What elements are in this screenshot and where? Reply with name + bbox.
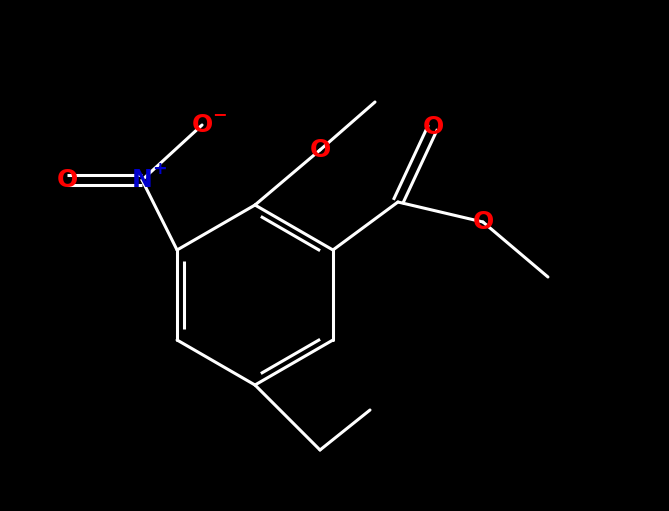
Text: O: O [472,210,494,234]
Text: O: O [191,113,213,137]
Text: +: + [152,160,167,178]
Text: O: O [422,115,444,139]
Text: −: − [212,105,227,123]
Text: O: O [56,168,78,192]
Text: N: N [132,168,153,192]
Text: O: O [309,138,330,162]
